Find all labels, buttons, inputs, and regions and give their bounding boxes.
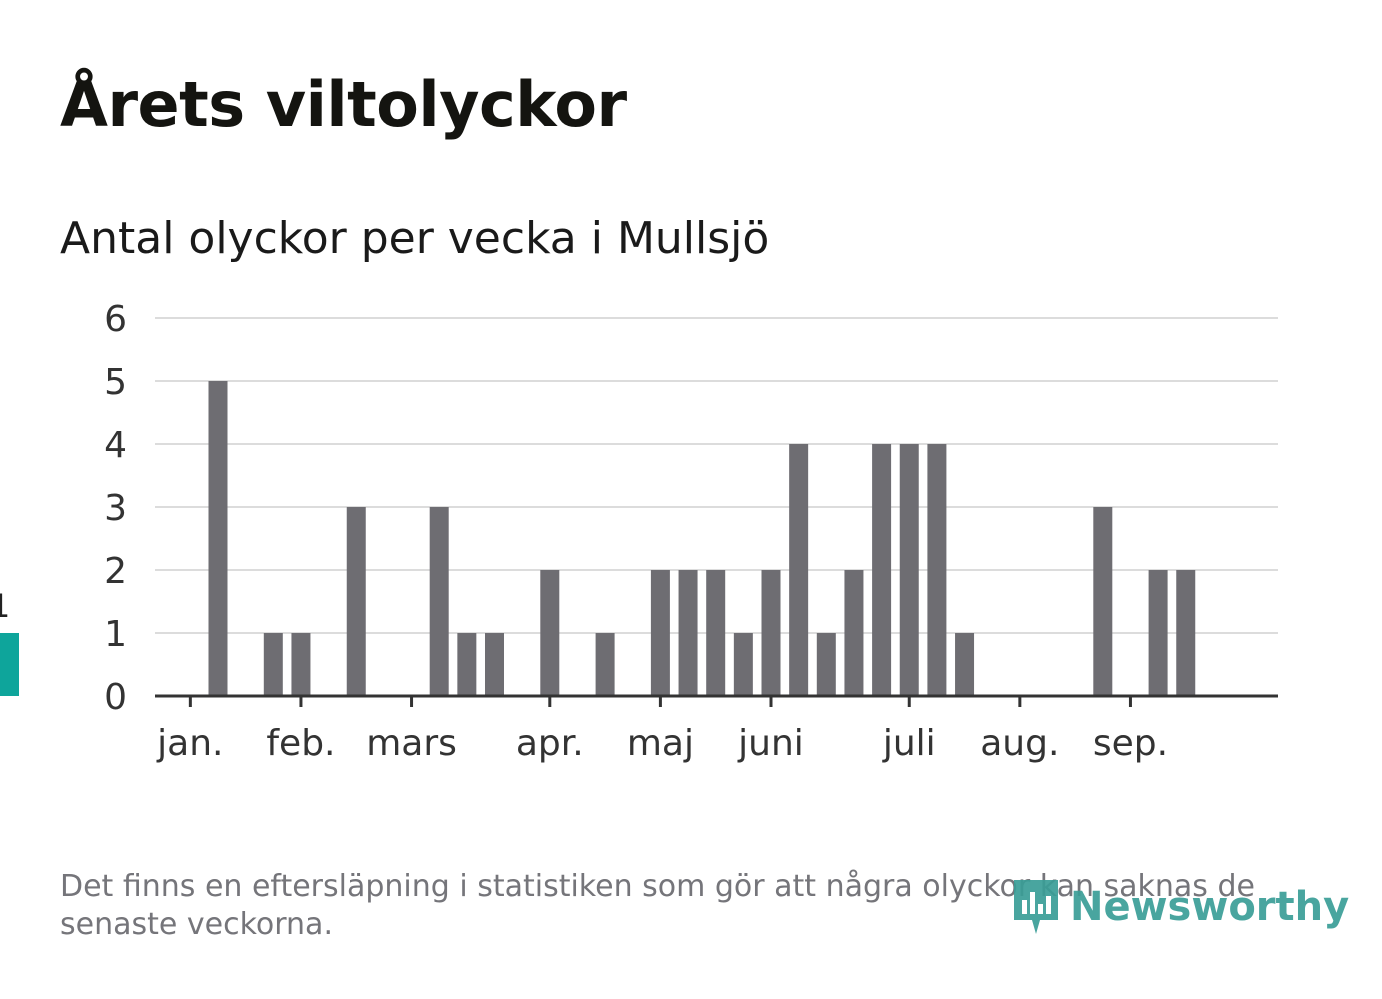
bar-data-label: 1 <box>0 587 10 625</box>
bar-current-week <box>0 633 19 696</box>
x-tick-label: juni <box>737 723 804 764</box>
y-tick-label: 5 <box>104 362 127 403</box>
bars: 1 <box>0 381 1196 696</box>
bar <box>789 444 809 696</box>
y-tick-label: 2 <box>104 551 127 592</box>
bar <box>429 507 449 696</box>
bar <box>1176 570 1196 696</box>
x-tick-label: maj <box>627 723 694 764</box>
bar <box>1148 570 1168 696</box>
bar <box>263 633 283 696</box>
bar <box>899 444 919 696</box>
brand-name: Newsworthy <box>1070 884 1350 930</box>
bar <box>678 570 698 696</box>
bar <box>955 633 975 696</box>
chart-subtitle: Antal olyckor per vecka i Mullsjö <box>60 213 770 264</box>
x-tick-label: juli <box>882 723 936 764</box>
bar <box>291 633 311 696</box>
bar <box>844 570 864 696</box>
x-tick-label: jan. <box>156 723 223 764</box>
x-tick-label: feb. <box>266 723 335 764</box>
bar <box>346 507 366 696</box>
x-tick-label: apr. <box>516 723 584 764</box>
bar <box>208 381 228 696</box>
x-tick-label: aug. <box>980 723 1059 764</box>
x-tick-label: sep. <box>1093 723 1168 764</box>
y-tick-label: 6 <box>104 299 127 340</box>
bar <box>540 570 560 696</box>
y-tick-label: 3 <box>104 488 127 529</box>
y-tick-label: 1 <box>104 614 127 655</box>
bar <box>457 633 477 696</box>
chart-title: Årets viltolyckor <box>60 68 627 141</box>
brand-logo: Newsworthy <box>1010 876 1349 938</box>
bar <box>872 444 892 696</box>
bar <box>706 570 726 696</box>
bar <box>650 570 670 696</box>
bar <box>927 444 947 696</box>
bar <box>733 633 753 696</box>
x-axis-ticks: jan. feb. mars apr. maj juni juli aug. sep. <box>156 696 1168 764</box>
newsworthy-logo-icon <box>1014 880 1058 934</box>
y-tick-label: 4 <box>104 425 127 466</box>
bar <box>485 633 504 696</box>
x-tick-label: mars <box>366 723 457 764</box>
bar <box>595 633 615 696</box>
bar <box>761 570 781 696</box>
bar <box>816 633 836 696</box>
bar <box>1093 507 1113 696</box>
y-axis-ticks: 0 1 2 3 4 5 6 <box>104 299 127 718</box>
y-tick-label: 0 <box>104 677 127 718</box>
